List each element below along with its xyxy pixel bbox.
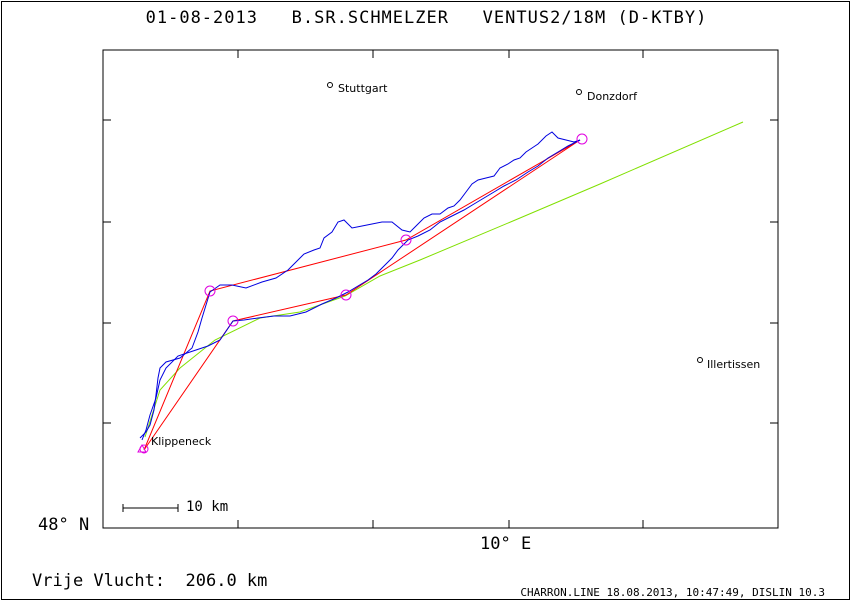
turnpoint-marker (400, 234, 412, 246)
scale-bar-label: 10 km (186, 499, 229, 515)
gps-track-return (141, 139, 581, 441)
axis-ticks (103, 50, 778, 528)
turnpoint-marker (227, 315, 239, 327)
city-dot-icon (697, 357, 703, 363)
turnpoint-marker (576, 133, 588, 145)
longitude-label: 10° E (480, 534, 532, 554)
city-dot-icon (327, 82, 333, 88)
scale-bar (122, 504, 179, 512)
city-label-illertissen: Illertissen (707, 358, 761, 371)
city-dot-icon (576, 89, 582, 95)
city-label-donzdorf: Donzdorf (587, 90, 638, 103)
city-label-klippeneck: Klippeneck (151, 435, 212, 448)
turnpoints (139, 133, 588, 454)
turnpoint-marker (340, 289, 352, 301)
start-triangle-icon (137, 443, 147, 453)
credits-label: CHARRON.LINE 18.08.2013, 10:47:49, DISLI… (520, 586, 825, 599)
city-label-stuttgart: Stuttgart (338, 82, 388, 95)
flight-title: 01-08-2013 B.SR.SCHMELZER VENTUS2/18M (D… (145, 8, 708, 28)
latitude-label: 48° N (38, 515, 90, 535)
wind-line (144, 121, 744, 438)
turnpoint-marker (204, 285, 216, 297)
distance-label: Vrije Vlucht: 206.0 km (32, 571, 268, 591)
gps-track (139, 131, 581, 439)
map-frame (102, 49, 779, 529)
city-markers (327, 82, 703, 363)
